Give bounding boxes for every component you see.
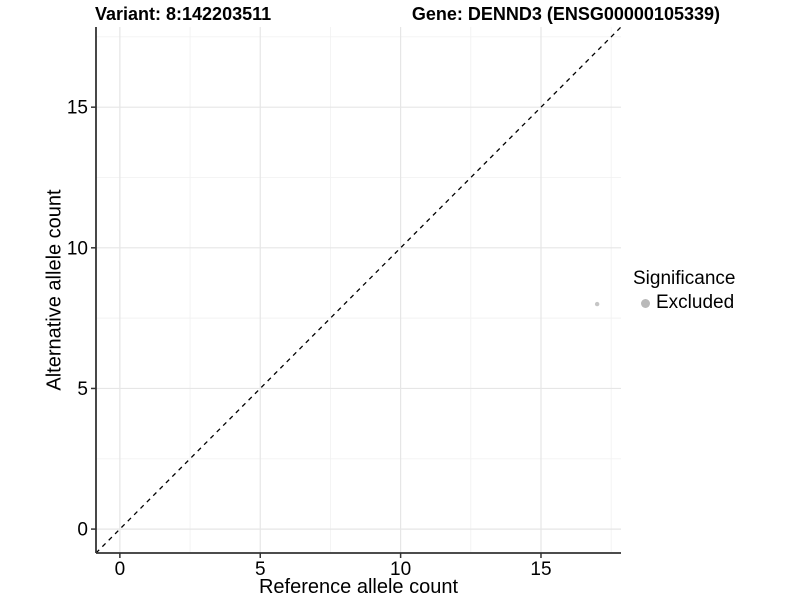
plot-title-gene: Gene: DENND3 (ENSG00000105339): [411, 4, 720, 24]
legend: Significance Excluded: [633, 268, 735, 314]
y-tick-label: 0: [77, 520, 88, 541]
legend-point-icon: [641, 298, 650, 308]
legend-item-excluded: Excluded: [633, 292, 735, 314]
data-point: [594, 301, 600, 307]
identity-reference-line: [95, 26, 622, 554]
y-tick-label: 10: [67, 238, 88, 259]
x-tick-label: 0: [115, 559, 126, 580]
y-tick-label: 5: [77, 379, 88, 400]
x-axis-label: Reference allele count: [258, 576, 458, 598]
plot-title-variant: Variant: 8:142203511: [95, 4, 272, 24]
x-tick-label: 15: [530, 559, 551, 580]
legend-title: Significance: [633, 268, 736, 289]
x-tick-label: 5: [255, 559, 266, 580]
legend-item-label: Excluded: [656, 292, 735, 313]
y-axis-label: Alternative allele count: [43, 189, 66, 391]
x-tick-label: 10: [390, 559, 411, 580]
y-tick-label: 15: [67, 98, 88, 119]
